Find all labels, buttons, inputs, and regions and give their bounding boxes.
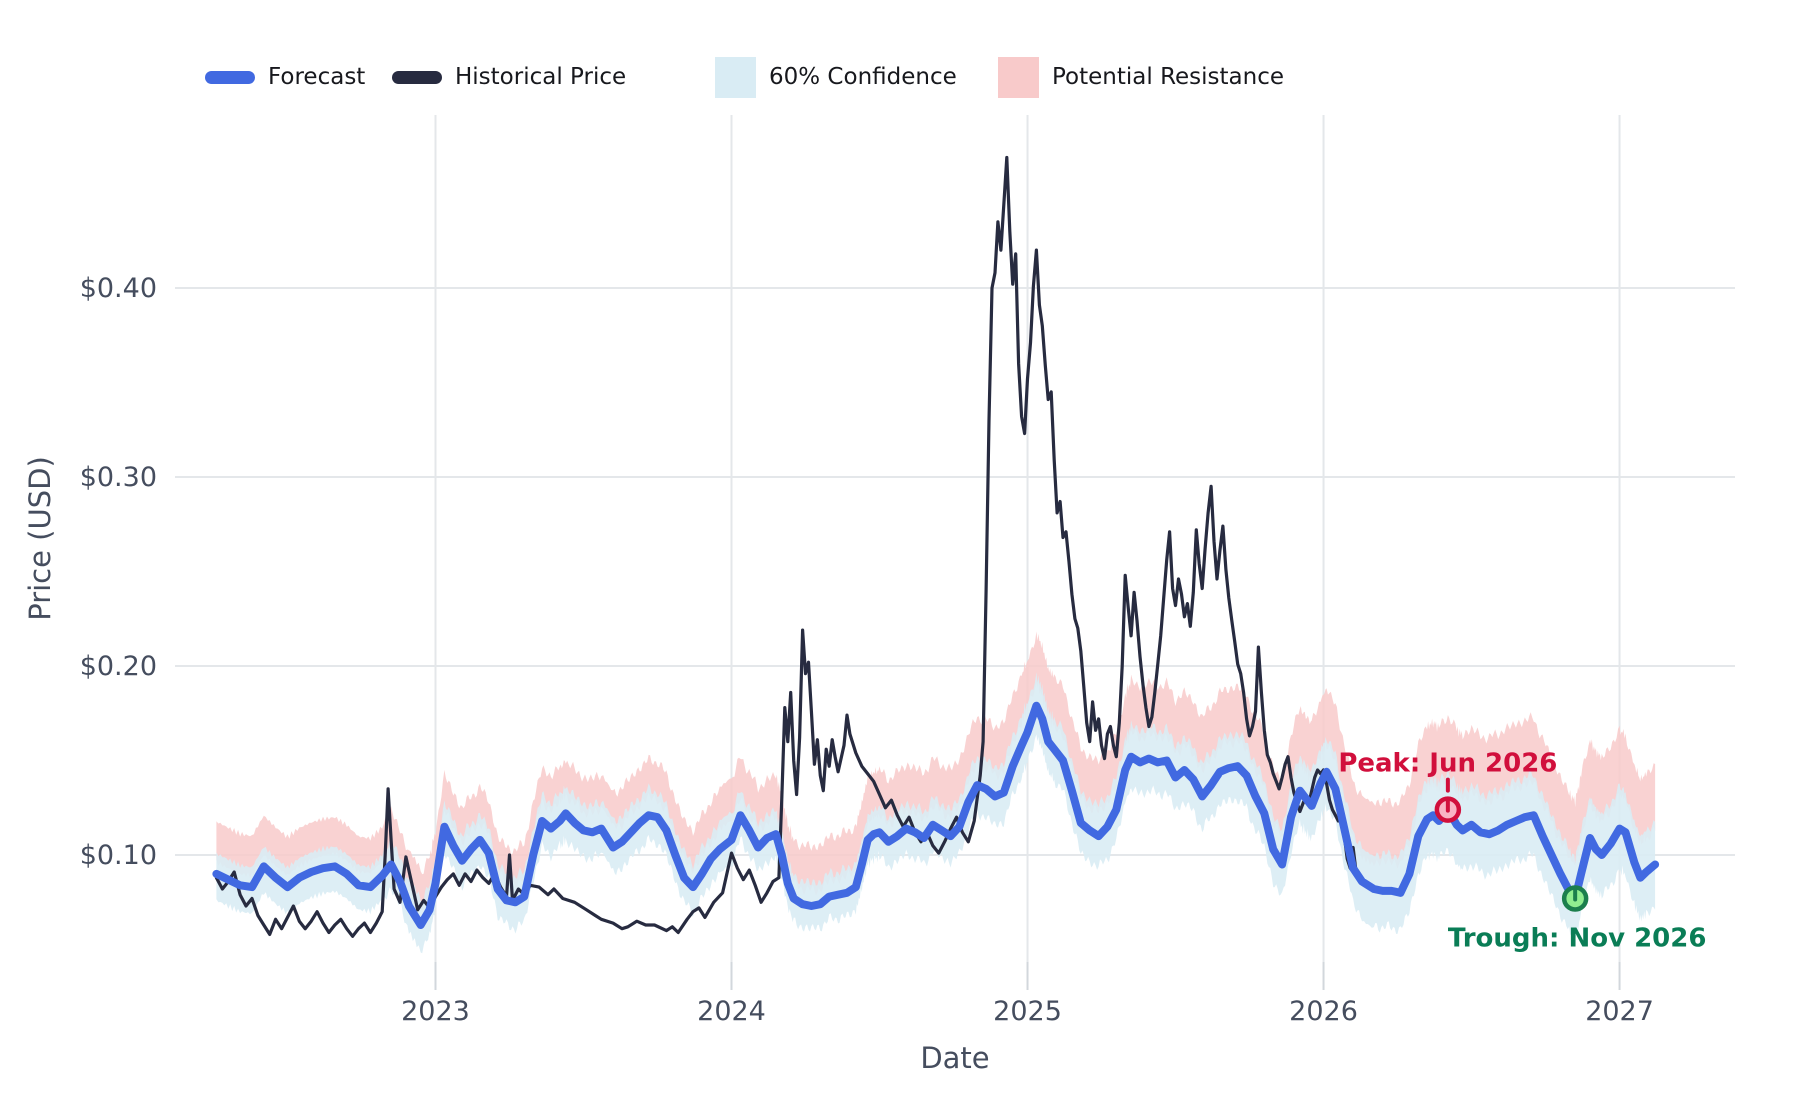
forecast-line (212, 701, 1660, 929)
x-tick-label-2023: 2023 (401, 996, 470, 1027)
resistance-band (216, 631, 1656, 911)
legend-line-swatch (392, 70, 442, 84)
x-axis-title: Date (920, 1041, 989, 1075)
trough-annotation-label: Trough: Nov 2026 (1448, 923, 1707, 953)
legend-label: Forecast (268, 64, 366, 90)
x-tick-label-2027: 2027 (1585, 996, 1654, 1027)
confidence-band (216, 672, 1656, 954)
legend-label: 60% Confidence (769, 64, 957, 90)
legend-item-forecast: Forecast (205, 55, 365, 99)
chart-legend: Forecast Historical Price 60% Confidence Po… (0, 0, 1800, 110)
y-tick-label-$0.30: $0.30 (80, 462, 157, 493)
x-tick-label-2024: 2024 (697, 996, 766, 1027)
y-tick-label-$0.10: $0.10 (80, 840, 157, 871)
historical-price-line (214, 155, 1361, 938)
legend-patch-swatch (715, 56, 756, 98)
x-tick-label-2025: 2025 (993, 996, 1062, 1027)
legend-label: Potential Resistance (1052, 64, 1285, 90)
x-tick-label-2026: 2026 (1289, 996, 1358, 1027)
legend-item-60-confidence: 60% Confidence (715, 55, 957, 99)
legend-line-swatch (205, 70, 255, 84)
y-axis-title: Price (USD) (23, 456, 57, 621)
legend-item-historical-price: Historical Price (392, 55, 626, 99)
peak-annotation-label: Peak: Jun 2026 (1338, 749, 1557, 779)
legend-patch-swatch (998, 56, 1039, 98)
legend-item-potential-resistance: Potential Resistance (998, 55, 1284, 99)
y-tick-label-$0.40: $0.40 (80, 273, 157, 304)
y-tick-label-$0.20: $0.20 (80, 651, 157, 682)
legend-label: Historical Price (455, 64, 627, 90)
